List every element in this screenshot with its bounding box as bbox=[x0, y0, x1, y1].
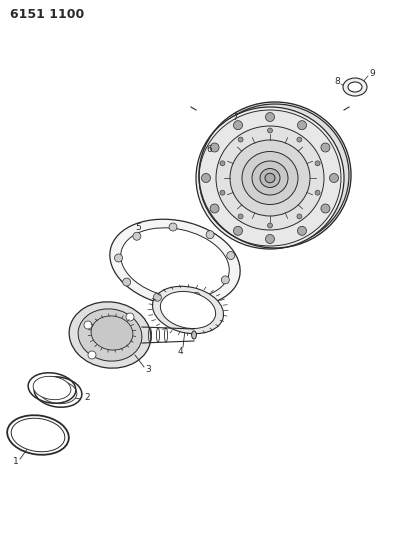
Text: 2: 2 bbox=[84, 393, 90, 402]
Ellipse shape bbox=[201, 104, 349, 246]
Ellipse shape bbox=[230, 140, 310, 216]
Text: 4: 4 bbox=[177, 346, 183, 356]
Circle shape bbox=[169, 223, 177, 231]
Text: 6: 6 bbox=[206, 146, 212, 155]
Circle shape bbox=[297, 214, 302, 219]
Circle shape bbox=[233, 227, 242, 236]
Circle shape bbox=[202, 174, 211, 182]
Ellipse shape bbox=[69, 302, 151, 368]
Ellipse shape bbox=[91, 316, 133, 350]
Circle shape bbox=[221, 276, 229, 284]
Circle shape bbox=[227, 252, 235, 260]
Ellipse shape bbox=[153, 286, 224, 334]
Circle shape bbox=[330, 174, 339, 182]
Circle shape bbox=[84, 321, 92, 329]
Ellipse shape bbox=[265, 173, 275, 183]
Ellipse shape bbox=[343, 78, 367, 96]
Circle shape bbox=[266, 235, 275, 244]
Ellipse shape bbox=[348, 82, 362, 92]
Text: 5: 5 bbox=[135, 223, 141, 232]
Text: 1: 1 bbox=[13, 457, 19, 466]
Circle shape bbox=[266, 112, 275, 122]
Ellipse shape bbox=[196, 107, 344, 249]
Circle shape bbox=[315, 190, 320, 195]
Circle shape bbox=[115, 254, 122, 262]
Circle shape bbox=[220, 161, 225, 166]
Text: 3: 3 bbox=[145, 366, 151, 375]
Circle shape bbox=[268, 128, 273, 133]
Ellipse shape bbox=[192, 331, 196, 339]
Circle shape bbox=[297, 137, 302, 142]
Ellipse shape bbox=[160, 292, 216, 328]
Circle shape bbox=[88, 351, 96, 359]
Ellipse shape bbox=[242, 151, 298, 205]
Ellipse shape bbox=[110, 219, 240, 307]
Circle shape bbox=[210, 204, 219, 213]
Circle shape bbox=[220, 190, 225, 195]
Circle shape bbox=[315, 161, 320, 166]
Circle shape bbox=[233, 120, 242, 130]
Ellipse shape bbox=[78, 309, 142, 361]
Circle shape bbox=[238, 137, 243, 142]
Circle shape bbox=[153, 293, 162, 301]
Text: 9: 9 bbox=[369, 69, 375, 77]
Circle shape bbox=[268, 223, 273, 228]
Ellipse shape bbox=[216, 126, 324, 230]
Circle shape bbox=[210, 143, 219, 152]
Circle shape bbox=[297, 120, 306, 130]
Text: 6151 1100: 6151 1100 bbox=[10, 9, 84, 21]
Ellipse shape bbox=[199, 110, 341, 246]
Circle shape bbox=[126, 313, 134, 321]
Ellipse shape bbox=[260, 168, 280, 188]
Circle shape bbox=[321, 204, 330, 213]
Text: 7: 7 bbox=[232, 112, 238, 122]
Ellipse shape bbox=[11, 418, 65, 452]
Circle shape bbox=[192, 293, 200, 301]
Ellipse shape bbox=[39, 381, 77, 403]
Circle shape bbox=[133, 232, 141, 240]
Circle shape bbox=[321, 143, 330, 152]
Ellipse shape bbox=[121, 228, 229, 298]
Circle shape bbox=[123, 278, 131, 286]
Circle shape bbox=[238, 214, 243, 219]
Ellipse shape bbox=[252, 161, 288, 195]
Circle shape bbox=[206, 231, 214, 239]
Text: 8: 8 bbox=[334, 77, 340, 86]
Ellipse shape bbox=[33, 376, 71, 400]
Circle shape bbox=[297, 227, 306, 236]
